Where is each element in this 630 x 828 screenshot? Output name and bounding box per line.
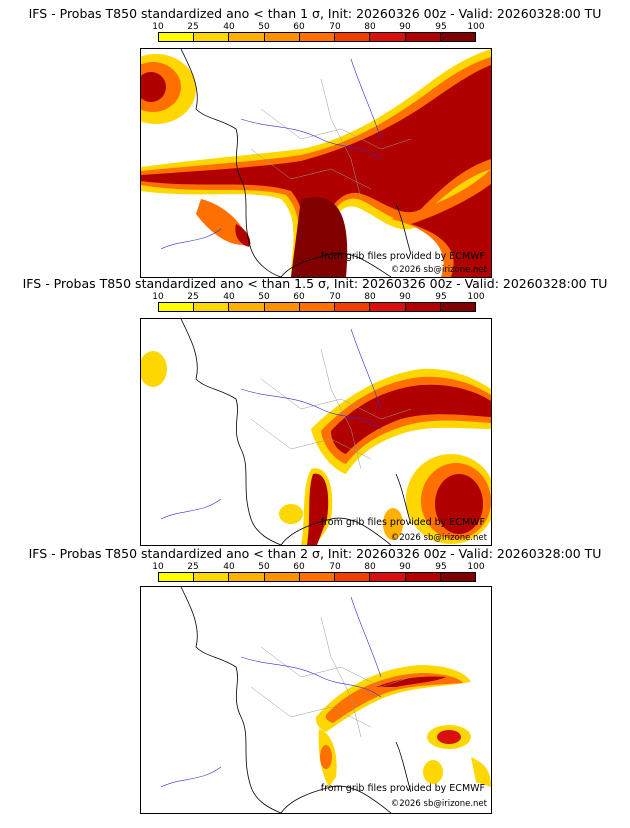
copyright-text: ©2026 sb@irizone.net xyxy=(390,265,487,275)
colorbar-label: 95 xyxy=(435,22,447,32)
colorbar-label: 100 xyxy=(467,562,485,572)
colorbar-swatch xyxy=(299,33,336,41)
colorbar-swatch xyxy=(194,573,230,581)
colorbar xyxy=(158,32,476,42)
rivers xyxy=(160,58,382,250)
probability-field xyxy=(141,351,491,545)
colorbar-label: 60 xyxy=(293,292,305,302)
credit-text: from grib files provided by ECMWF xyxy=(320,783,485,794)
colorbar-label: 40 xyxy=(223,22,235,32)
colorbar-label: 60 xyxy=(293,562,305,572)
colorbar-label: 100 xyxy=(467,292,485,302)
colorbar-label: 70 xyxy=(329,562,341,572)
colorbar-swatch xyxy=(159,33,195,41)
panel-2: IFS - Probas T850 standardized ano < tha… xyxy=(0,276,630,546)
colorbar-label: 50 xyxy=(258,22,270,32)
colorbar-swatch xyxy=(159,573,195,581)
colorbar-swatch xyxy=(370,303,406,311)
colorbar-label: 90 xyxy=(399,292,411,302)
panel-3: IFS - Probas T850 standardized ano < tha… xyxy=(0,546,630,816)
colorbar-labels: 10 25 40 50 60 70 80 90 95 100 xyxy=(152,22,484,32)
colorbar-label: 95 xyxy=(435,292,447,302)
colorbar-swatch xyxy=(440,303,475,311)
colorbar xyxy=(158,302,476,312)
probability-map: from grib files provided by ECMWF ©2026 … xyxy=(140,586,492,814)
colorbar-swatch xyxy=(229,573,265,581)
colorbar-label: 25 xyxy=(187,22,199,32)
colorbar-label: 95 xyxy=(435,562,447,572)
colorbar-swatch xyxy=(229,303,265,311)
colorbar-swatch xyxy=(229,33,265,41)
borders xyxy=(250,616,412,738)
colorbar-label: 10 xyxy=(152,22,164,32)
colorbar-swatch xyxy=(299,573,336,581)
colorbar-labels: 10 25 40 50 60 70 80 90 95 100 xyxy=(152,292,484,302)
colorbar-label: 90 xyxy=(399,562,411,572)
coastlines xyxy=(180,49,412,277)
colorbar-swatch xyxy=(335,303,371,311)
credit-text: from grib files provided by ECMWF xyxy=(320,517,485,528)
probability-field xyxy=(315,665,491,787)
colorbar-label: 25 xyxy=(187,562,199,572)
colorbar-label: 80 xyxy=(364,562,376,572)
colorbar-swatch xyxy=(194,303,230,311)
colorbar-label: 80 xyxy=(364,292,376,302)
colorbar-swatch xyxy=(264,303,300,311)
colorbar-label: 90 xyxy=(399,22,411,32)
probability-field xyxy=(141,49,491,277)
colorbar-swatch xyxy=(335,33,371,41)
probability-map: from grib files provided by ECMWF ©2026 … xyxy=(140,48,492,278)
colorbar-label: 40 xyxy=(223,292,235,302)
colorbar-swatch xyxy=(405,33,441,41)
colorbar-swatch xyxy=(440,573,475,581)
colorbar-label: 50 xyxy=(258,292,270,302)
colorbar-swatch xyxy=(335,573,371,581)
borders xyxy=(250,78,412,200)
colorbar-label: 70 xyxy=(329,22,341,32)
copyright-text: ©2026 sb@irizone.net xyxy=(390,799,487,809)
credit-text: from grib files provided by ECMWF xyxy=(320,251,485,262)
colorbar-label: 10 xyxy=(152,562,164,572)
colorbar-label: 80 xyxy=(364,22,376,32)
panel-title: IFS - Probas T850 standardized ano < tha… xyxy=(22,276,608,291)
panel-1: IFS - Probas T850 standardized ano < tha… xyxy=(0,6,630,278)
panel-title: IFS - Probas T850 standardized ano < tha… xyxy=(28,6,602,21)
colorbar-swatch xyxy=(405,303,441,311)
colorbar-swatch xyxy=(440,33,475,41)
copyright-text: ©2026 sb@irizone.net xyxy=(390,533,487,543)
colorbar-swatch xyxy=(299,303,336,311)
colorbar-labels: 10 25 40 50 60 70 80 90 95 100 xyxy=(152,562,484,572)
colorbar-label: 70 xyxy=(329,292,341,302)
colorbar-swatch xyxy=(405,573,441,581)
colorbar-swatch xyxy=(264,573,300,581)
colorbar-swatch xyxy=(264,33,300,41)
colorbar xyxy=(158,572,476,582)
colorbar-label: 50 xyxy=(258,562,270,572)
coastlines xyxy=(180,587,412,813)
colorbar-label: 10 xyxy=(152,292,164,302)
colorbar-swatch xyxy=(194,33,230,41)
colorbar-swatch xyxy=(370,33,406,41)
colorbar-label: 60 xyxy=(293,22,305,32)
colorbar-label: 25 xyxy=(187,292,199,302)
panel-title: IFS - Probas T850 standardized ano < tha… xyxy=(28,546,602,561)
colorbar-label: 40 xyxy=(223,562,235,572)
colorbar-swatch xyxy=(159,303,195,311)
probability-map: from grib files provided by ECMWF ©2026 … xyxy=(140,318,492,546)
rivers xyxy=(160,596,382,788)
coastlines xyxy=(180,319,412,545)
rivers xyxy=(160,328,382,520)
colorbar-label: 100 xyxy=(467,22,485,32)
colorbar-swatch xyxy=(370,573,406,581)
borders xyxy=(250,348,412,470)
